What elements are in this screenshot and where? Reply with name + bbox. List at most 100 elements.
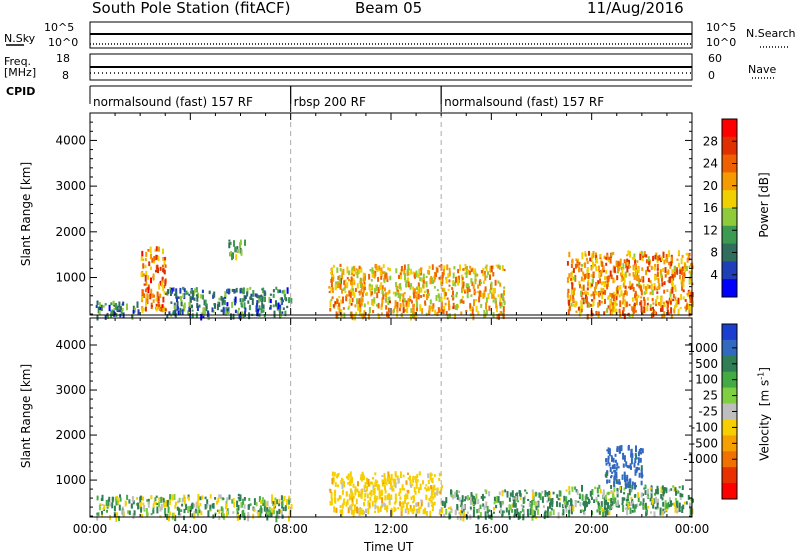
power-echo-cell (435, 295, 438, 301)
power-echo-cell (407, 268, 410, 271)
velocity-echo-cell (469, 501, 472, 506)
power-echo-cell (606, 280, 609, 287)
velocity-echo-cell (438, 511, 441, 515)
power-echo-cell (612, 251, 615, 255)
velocity-echo-cell (614, 470, 617, 473)
power-echo-cell (464, 289, 466, 294)
x-tick-label: 16:00 (474, 522, 509, 536)
power-echo-cell (600, 287, 603, 293)
velocity-echo-cell (363, 485, 366, 489)
velocity-echo-cell (635, 457, 638, 460)
velocity-echo-cell (139, 496, 142, 504)
power-echo-cell (358, 298, 361, 305)
velocity-echo-cell (384, 495, 387, 501)
power-echo-cell (567, 288, 570, 293)
power-colorbar-cell (722, 190, 737, 209)
power-echo-cell (686, 257, 689, 263)
velocity-echo-cell (519, 511, 522, 514)
power-echo-cell (441, 272, 444, 278)
power-echo-cell (579, 284, 581, 289)
power-echo-cell (651, 289, 654, 296)
power-echo-cell (656, 271, 659, 277)
velocity-colorbar-cell (722, 371, 737, 389)
power-echo-cell (587, 274, 590, 280)
velocity-echo-cell (609, 467, 612, 473)
power-echo-cell (652, 302, 655, 305)
power-echo-cell (681, 281, 683, 286)
velocity-echo-cell (632, 501, 634, 506)
power-echo-cell (674, 288, 677, 292)
power-echo-cell (284, 310, 287, 317)
velocity-echo-cell (361, 488, 363, 495)
velocity-echo-cell (399, 471, 402, 478)
power-echo-cell (419, 304, 422, 312)
power-echo-cell (656, 295, 659, 299)
velocity-echo-cell (278, 508, 281, 515)
power-echo-cell (619, 285, 622, 290)
velocity-echo-cell (611, 464, 614, 470)
power-echo-cell (438, 294, 440, 298)
power-echo-cell (645, 269, 648, 276)
power-echo-cell (580, 276, 583, 282)
velocity-echo-cell (352, 483, 355, 488)
power-echo-cell (575, 258, 578, 262)
velocity-echo-cell (193, 503, 195, 508)
power-echo-cell (586, 296, 588, 302)
velocity-echo-cell (143, 508, 146, 512)
power-echo-cell (609, 270, 612, 277)
power-echo-cell (344, 279, 347, 283)
power-echo-cell (417, 293, 420, 300)
power-echo-cell (399, 294, 402, 299)
power-echo-cell (241, 311, 244, 317)
power-echo-cell (478, 291, 481, 297)
power-echo-cell (609, 256, 612, 264)
power-echo-cell (497, 266, 500, 269)
power-echo-cell (279, 304, 282, 309)
velocity-echo-cell (263, 499, 266, 507)
power-echo-cell (388, 289, 391, 294)
power-echo-cell (663, 311, 666, 318)
power-colorbar-tick-label: 4 (710, 268, 718, 282)
velocity-echo-cell (339, 495, 342, 500)
power-echo-cell (331, 267, 334, 272)
velocity-echo-cell (644, 490, 647, 495)
power-echo-cell (641, 276, 644, 281)
velocity-echo-cell (332, 478, 335, 483)
power-echo-cell (202, 311, 205, 317)
velocity-echo-cell (350, 489, 353, 493)
power-echo-cell (159, 293, 162, 298)
velocity-echo-cell (357, 490, 360, 498)
power-echo-cell (120, 311, 123, 315)
velocity-echo-cell (253, 509, 256, 512)
velocity-echo-cell (181, 503, 184, 507)
velocity-echo-cell (608, 479, 611, 483)
velocity-echo-cell (668, 488, 671, 492)
velocity-colorbar-tick-label: 100 (695, 373, 718, 387)
velocity-echo-cell (256, 510, 259, 514)
power-echo-cell (415, 300, 418, 308)
power-echo-cell (339, 267, 342, 272)
power-echo-cell (152, 299, 155, 303)
power-echo-cell (469, 265, 472, 269)
power-echo-cell (472, 270, 475, 275)
power-echo-cell (387, 312, 390, 319)
power-echo-cell (651, 298, 654, 302)
velocity-echo-cell (598, 511, 601, 515)
power-echo-cell (666, 270, 669, 276)
power-echo-cell (239, 239, 242, 246)
power-echo-cell (590, 266, 593, 271)
power-echo-cell (626, 258, 629, 262)
power-echo-cell (407, 277, 409, 284)
power-echo-cell (603, 311, 606, 315)
power-echo-cell (585, 272, 588, 279)
velocity-echo-cell (443, 513, 446, 518)
power-echo-cell (397, 290, 400, 295)
power-echo-cell (598, 299, 601, 306)
velocity-echo-cell (485, 489, 488, 495)
power-echo-cell (658, 254, 661, 260)
power-echo-cell (102, 305, 105, 308)
velocity-echo-cell (462, 514, 465, 522)
power-echo-cell (241, 304, 243, 308)
power-echo-cell (417, 289, 419, 297)
velocity-echo-cell (108, 501, 111, 507)
